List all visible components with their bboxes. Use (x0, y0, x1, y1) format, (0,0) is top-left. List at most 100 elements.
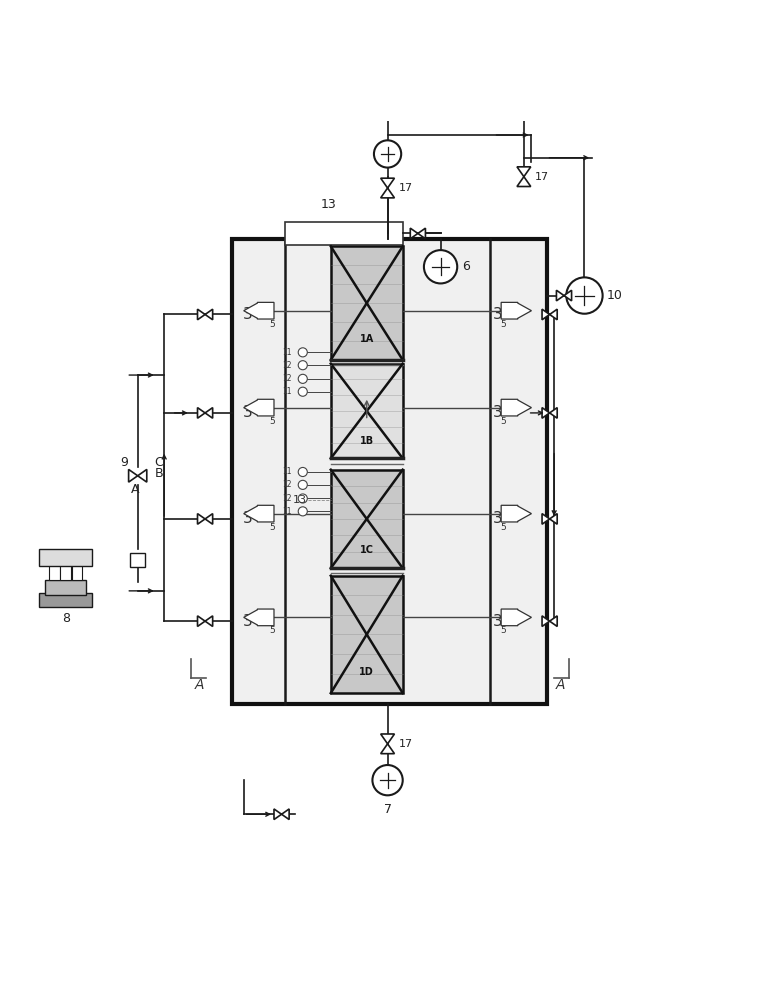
Text: 11: 11 (282, 387, 291, 396)
Polygon shape (542, 309, 549, 320)
Circle shape (298, 494, 307, 503)
Polygon shape (381, 188, 394, 198)
Polygon shape (198, 309, 205, 320)
Text: 11: 11 (282, 348, 291, 357)
Text: 5: 5 (501, 417, 506, 426)
Text: 5: 5 (269, 417, 274, 426)
Bar (40, 549, 92, 566)
Polygon shape (205, 616, 213, 626)
Polygon shape (517, 177, 530, 187)
Polygon shape (542, 408, 549, 418)
Text: 1A: 1A (359, 334, 374, 344)
Text: 3: 3 (242, 307, 252, 322)
Text: A: A (131, 483, 139, 496)
Text: 3: 3 (492, 307, 502, 322)
Text: 3: 3 (242, 511, 252, 526)
Circle shape (298, 374, 307, 383)
Text: 5: 5 (501, 626, 506, 635)
Polygon shape (542, 514, 549, 524)
Polygon shape (281, 809, 289, 820)
Bar (130, 553, 145, 567)
Polygon shape (549, 514, 557, 524)
Polygon shape (418, 228, 426, 239)
Text: C: C (154, 456, 163, 469)
Text: 3: 3 (242, 614, 252, 629)
Text: 5: 5 (501, 523, 506, 532)
Circle shape (298, 507, 307, 516)
Polygon shape (549, 616, 557, 626)
Bar (71, 564, 82, 580)
Polygon shape (542, 616, 549, 626)
Polygon shape (501, 505, 531, 522)
Text: 6: 6 (462, 260, 470, 273)
Text: 13: 13 (293, 495, 307, 505)
Text: 1C: 1C (359, 545, 374, 555)
Text: 7: 7 (384, 803, 391, 816)
Polygon shape (381, 734, 394, 744)
Polygon shape (128, 469, 138, 482)
Polygon shape (564, 290, 572, 301)
Circle shape (372, 765, 403, 795)
Text: 11: 11 (282, 507, 291, 516)
Text: A: A (556, 678, 565, 692)
Polygon shape (205, 309, 213, 320)
Text: 12: 12 (282, 494, 291, 503)
Text: 13: 13 (321, 198, 337, 211)
Circle shape (298, 361, 307, 370)
Text: 12: 12 (282, 361, 291, 370)
Text: 11: 11 (282, 467, 291, 476)
Bar (49, 564, 60, 580)
Polygon shape (410, 228, 418, 239)
Polygon shape (549, 408, 557, 418)
Bar (61, 564, 71, 580)
Polygon shape (501, 399, 531, 416)
Text: 1D: 1D (359, 667, 374, 677)
Polygon shape (549, 309, 557, 320)
Text: 10: 10 (607, 289, 623, 302)
Polygon shape (244, 609, 274, 626)
Polygon shape (138, 469, 147, 482)
Text: 17: 17 (399, 183, 413, 193)
Text: 12: 12 (282, 480, 291, 489)
Polygon shape (198, 616, 205, 626)
Bar (331, 470, 403, 568)
Bar (331, 576, 403, 693)
Circle shape (298, 467, 307, 477)
Polygon shape (244, 505, 274, 522)
Bar (285, 222, 403, 245)
Circle shape (298, 387, 307, 396)
Text: 12: 12 (282, 374, 291, 383)
Polygon shape (517, 167, 530, 177)
Bar (331, 246, 403, 360)
Text: 3: 3 (492, 405, 502, 420)
Text: B: B (154, 467, 163, 480)
Text: 5: 5 (269, 523, 274, 532)
Polygon shape (501, 609, 531, 626)
Text: 3: 3 (492, 614, 502, 629)
Bar (331, 364, 403, 458)
Text: 17: 17 (535, 172, 549, 182)
Text: 1B: 1B (359, 436, 374, 446)
Polygon shape (274, 809, 281, 820)
Polygon shape (556, 290, 564, 301)
Polygon shape (501, 302, 531, 319)
Circle shape (298, 348, 307, 357)
Polygon shape (244, 302, 274, 319)
Polygon shape (205, 408, 213, 418)
Polygon shape (244, 399, 274, 416)
Polygon shape (198, 514, 205, 524)
Text: A: A (195, 678, 204, 692)
Polygon shape (381, 744, 394, 754)
Polygon shape (381, 178, 394, 188)
Bar (233, 239, 546, 704)
Polygon shape (205, 514, 213, 524)
Circle shape (424, 250, 458, 283)
Circle shape (566, 277, 603, 314)
Text: 9: 9 (120, 456, 128, 469)
Text: 8: 8 (62, 612, 70, 625)
Text: 3: 3 (492, 511, 502, 526)
Circle shape (374, 140, 401, 168)
Bar (45, 580, 86, 595)
Text: 17: 17 (399, 739, 413, 749)
Bar (40, 593, 92, 607)
